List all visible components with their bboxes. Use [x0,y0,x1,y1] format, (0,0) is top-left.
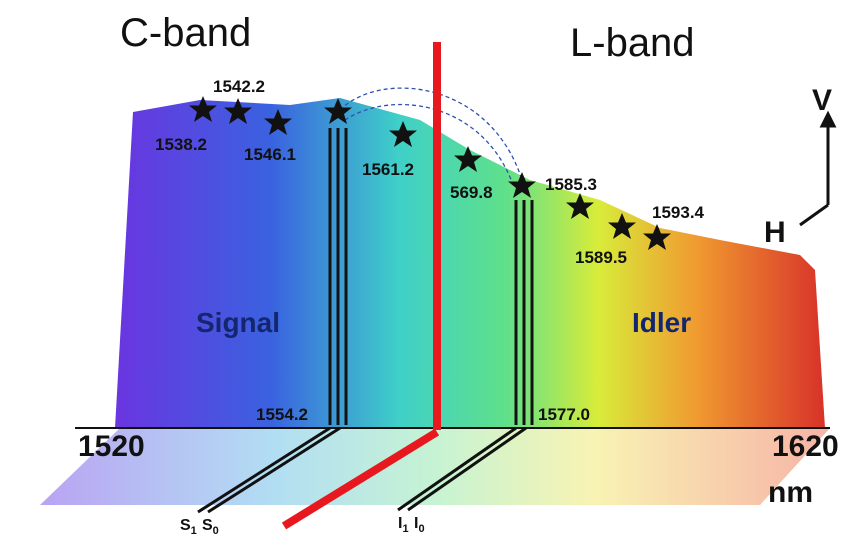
axis-unit: nm [768,476,813,509]
signal-label: Signal [196,307,280,338]
h-label: H [764,216,786,249]
axis-end: 1620 [772,430,839,463]
floor-plane [40,428,830,505]
star-label: 569.8 [450,183,493,202]
pump-label: 1554.2 [256,405,308,424]
svg-text:S1: S1 [180,517,197,537]
l-band-label: L-band [570,21,695,65]
svg-text:S0: S0 [202,517,219,537]
mode-base: S [202,517,213,534]
star-label: 1585.3 [545,175,597,194]
mode-sub: 1 [402,523,408,535]
pump-label: 1577.0 [538,405,590,424]
svg-text:I0: I0 [414,515,425,535]
idler-label: Idler [632,307,691,338]
c-band-label: C-band [120,11,251,55]
spectrum [115,98,825,428]
svg-text:I1: I1 [398,515,409,535]
page: {"bands": {"left": "C-band", "right": "L… [0,0,864,543]
star-label: 1546.1 [244,145,296,164]
star-label: 1538.2 [155,135,207,154]
star-label: 1542.2 [213,77,265,96]
star-label: 1589.5 [575,248,627,267]
mode-sub: 0 [418,523,424,535]
mode-base: S [180,517,191,534]
mode-sub: 1 [191,525,197,537]
polarization-axes [800,114,834,225]
diagram: C-band L-band 1538.2 1542.2 1546.1 1561.… [0,0,864,543]
v-label: V [812,84,832,117]
star-label: 1561.2 [362,160,414,179]
axis-start: 1520 [78,430,145,463]
star-label: 1593.4 [652,203,705,222]
mode-sub: 0 [213,525,219,537]
